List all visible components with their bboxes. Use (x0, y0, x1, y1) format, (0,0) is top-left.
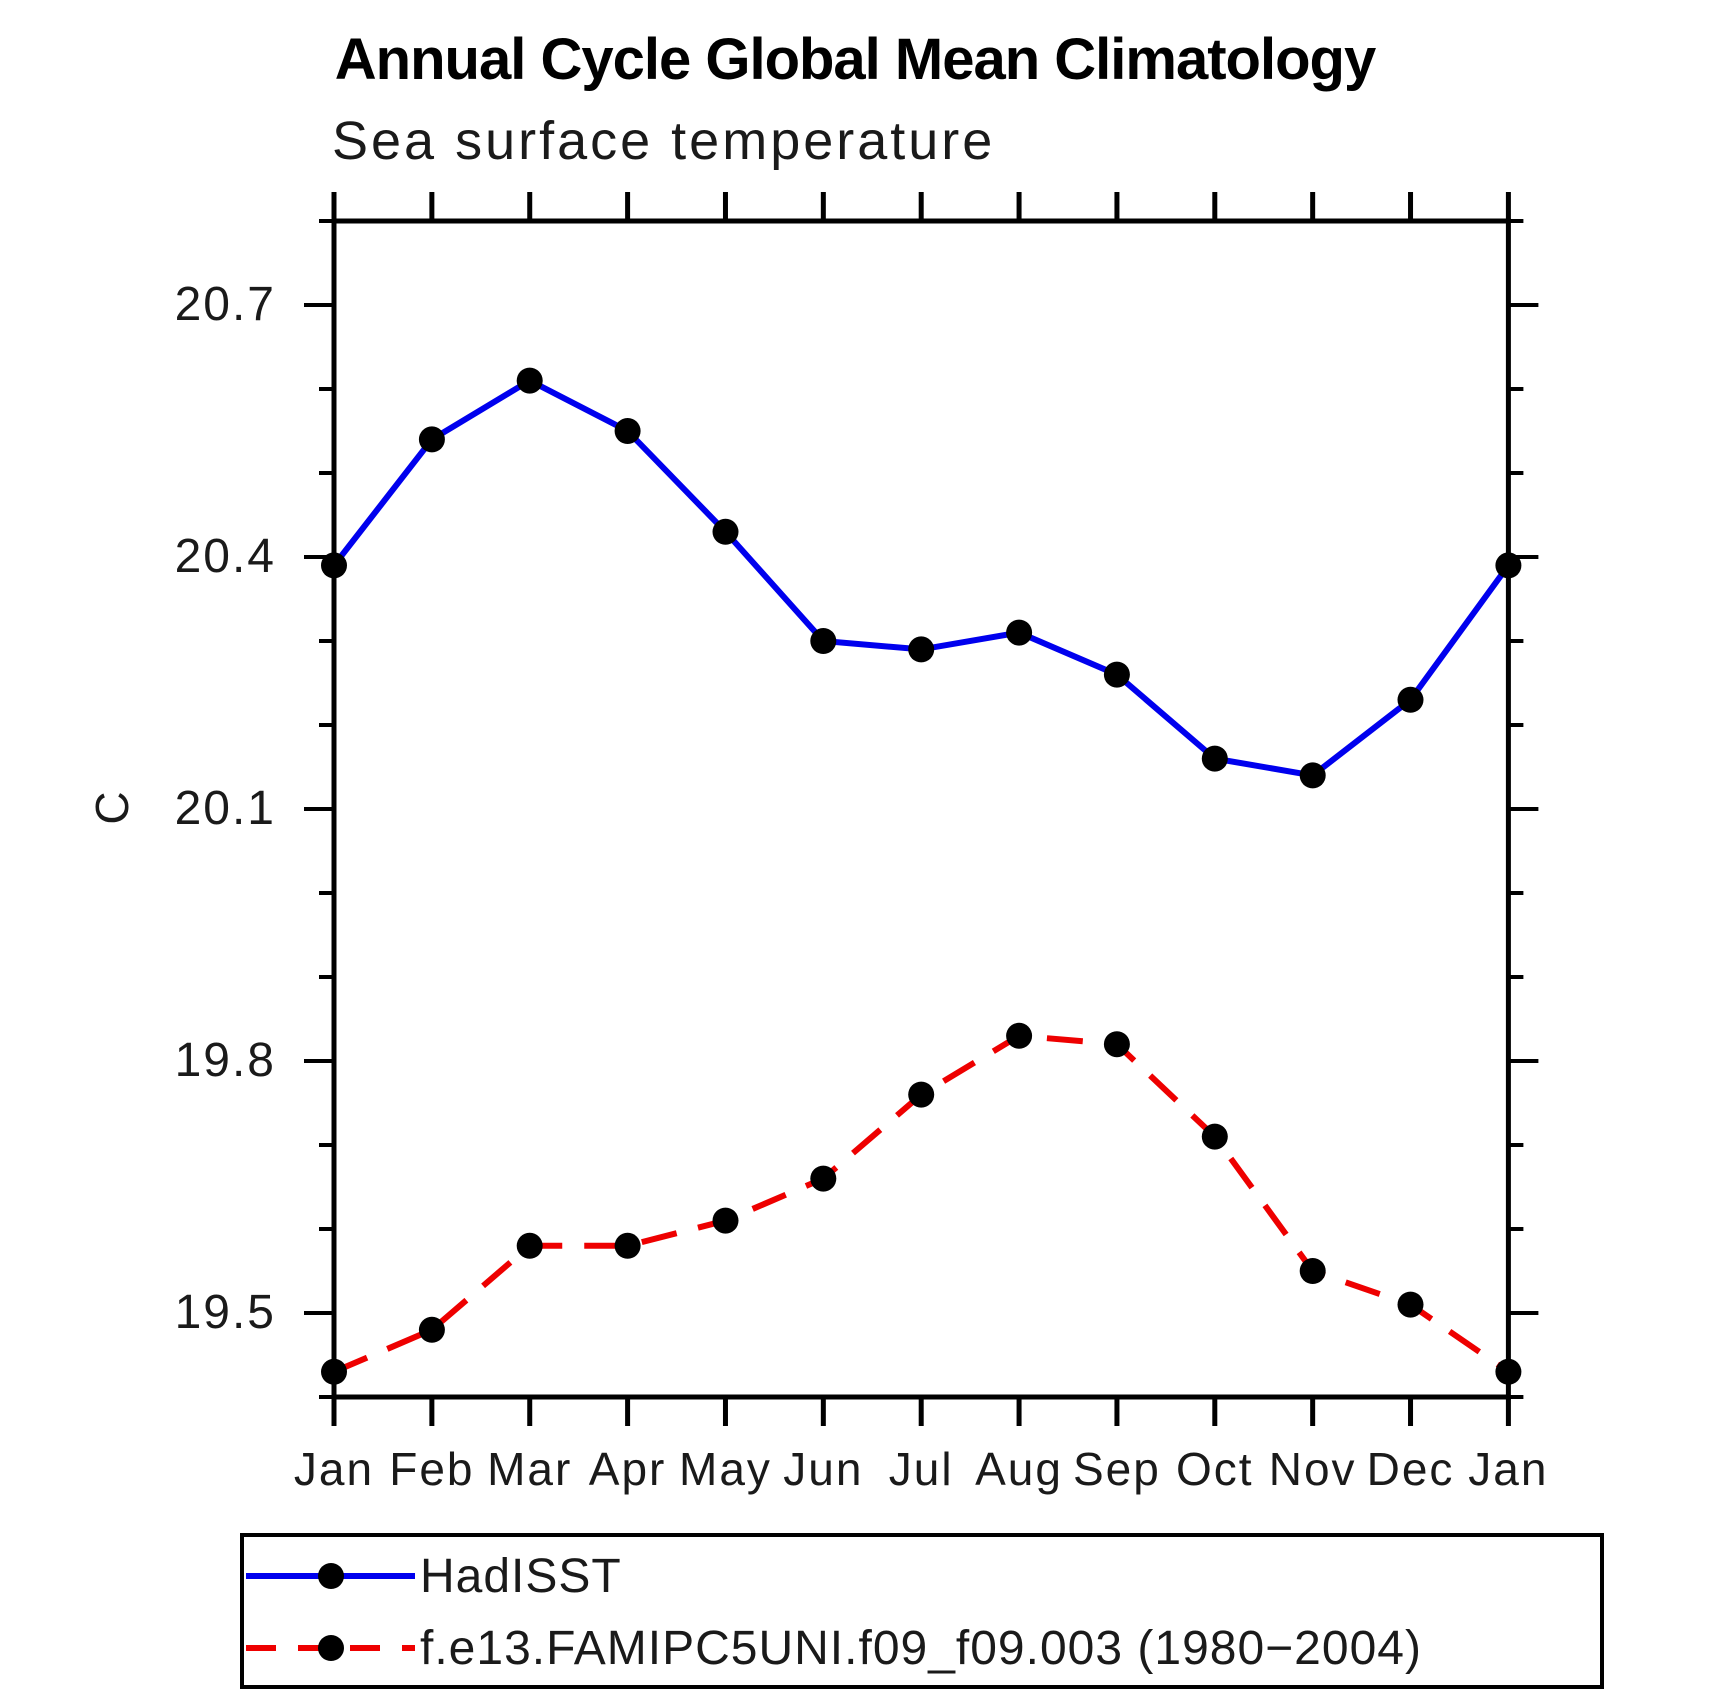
x-tick-label: Feb (389, 1443, 475, 1495)
data-point-marker-hadisst (418, 426, 445, 453)
data-point-marker-model (1201, 1123, 1228, 1150)
plot-frame (331, 218, 1511, 1400)
x-tick-label: Dec (1366, 1443, 1455, 1495)
data-point-marker-model (1299, 1258, 1326, 1284)
x-tick-label: May (679, 1443, 772, 1495)
legend-box (240, 1533, 1604, 1689)
x-tick-label: Jan (1468, 1443, 1549, 1495)
x-tick-label: Aug (975, 1443, 1063, 1495)
chart-title: Annual Cycle Global Mean Climatology (334, 27, 1376, 92)
data-point-marker-hadisst (614, 418, 641, 444)
data-point-marker-hadisst (810, 628, 837, 654)
data-point-marker-model (1103, 1031, 1130, 1058)
x-tick-label: Jan (293, 1443, 375, 1495)
data-point-marker-hadisst (908, 636, 935, 663)
data-point-marker-model (1397, 1291, 1424, 1318)
data-point-marker-model (908, 1081, 935, 1108)
chart-subtitle: Sea surface temperature (332, 111, 996, 171)
y-tick-label: 19.8 (174, 1034, 276, 1087)
data-point-marker-hadisst (1299, 762, 1326, 789)
data-point-marker-hadisst (1495, 552, 1522, 579)
y-tick-label: 19.5 (174, 1286, 276, 1339)
x-tick-label: Jun (783, 1443, 864, 1495)
legend-label-hadisst: HadISST (420, 1550, 622, 1603)
y-tick-label: 20.4 (174, 530, 276, 583)
data-point-marker-model (516, 1232, 543, 1259)
x-tick-label: Apr (588, 1443, 667, 1495)
x-tick-label: Oct (1176, 1443, 1254, 1495)
data-point-marker-hadisst (1006, 619, 1033, 646)
data-point-marker-hadisst (712, 518, 739, 545)
data-point-marker-hadisst (516, 367, 543, 394)
data-point-marker-model (1495, 1358, 1522, 1385)
data-point-marker-hadisst (1397, 686, 1424, 713)
data-point-marker-hadisst (1103, 661, 1130, 688)
legend-marker-icon (318, 1635, 344, 1661)
x-tick-label: Mar (487, 1443, 573, 1495)
x-tick-label: Sep (1072, 1443, 1161, 1495)
y-tick-label: 20.1 (174, 782, 276, 835)
data-point-marker-hadisst (321, 552, 347, 579)
x-tick-label: Jul (888, 1443, 954, 1495)
data-point-marker-model (810, 1165, 837, 1192)
data-point-marker-model (1006, 1022, 1033, 1049)
data-point-marker-model (321, 1358, 347, 1385)
y-tick-label: 20.7 (174, 278, 276, 331)
legend-marker-icon (318, 1563, 344, 1589)
series-line-hadisst (331, 377, 1511, 779)
data-point-marker-hadisst (1201, 745, 1228, 772)
legend-label-model: f.e13.FAMIPC5UNI.f09_f09.003 (1980−2004) (420, 1622, 1422, 1675)
x-tick-label: Nov (1268, 1443, 1357, 1495)
data-point-marker-model (418, 1316, 445, 1343)
data-point-marker-model (614, 1232, 641, 1259)
data-point-marker-model (712, 1207, 739, 1234)
